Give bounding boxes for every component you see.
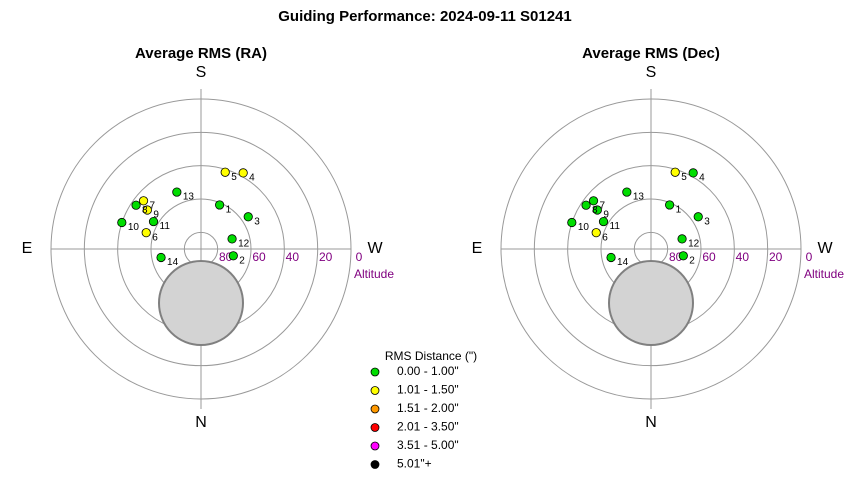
chart-title: Guiding Performance: 2024-09-11 S01241 [278, 8, 572, 25]
point-label: 3 [254, 216, 260, 227]
point-label: 9 [153, 210, 159, 221]
data-point [138, 196, 149, 206]
panel-title: Average RMS (Dec) [582, 45, 720, 62]
data-point [588, 196, 599, 206]
legend-swatch [370, 423, 380, 432]
data-point [156, 252, 166, 263]
direction-label-bottom: N [195, 414, 207, 431]
data-point [670, 167, 680, 177]
ra-polar-chart: Average RMS (RA)SNE W80 60 40 20 0Altitude131… [22, 45, 395, 431]
point-label: 11 [610, 221, 621, 232]
direction-label-right: W [817, 240, 833, 257]
altitude-tick-label: 0 [806, 250, 813, 264]
panel-title: Average RMS (RA) [135, 45, 267, 62]
point-label: 5 [231, 172, 237, 183]
data-point [677, 234, 687, 244]
point-label: 2 [689, 255, 695, 266]
data-point [228, 251, 238, 261]
point-label: 8 [142, 205, 148, 216]
data-point [665, 200, 675, 210]
legend-item-label: 0.00 - 1.00" [397, 364, 459, 378]
point-label: 1 [226, 205, 232, 216]
point-label: 7 [600, 200, 606, 211]
data-point [215, 200, 225, 210]
direction-label-right: W [367, 240, 383, 257]
dec-polar-chart: Average RMS (Dec)SNE W80 60 40 20 0Altitude13… [472, 45, 845, 431]
legend-item-label: 1.51 - 2.00" [397, 401, 459, 415]
data-point [598, 216, 609, 227]
direction-label-left: E [22, 240, 33, 257]
data-point [688, 168, 698, 178]
altitude-tick-label: 40 [736, 250, 750, 264]
altitude-tick-label: 40 [286, 250, 300, 264]
point-label: 13 [183, 192, 195, 203]
data-point [172, 187, 182, 197]
legend-swatch [370, 367, 380, 377]
point-label: 7 [150, 200, 156, 211]
data-point [131, 200, 141, 210]
data-point [243, 212, 253, 222]
direction-label-top: S [196, 64, 207, 81]
altitude-axis-label: Altitude [354, 267, 394, 281]
legend-title: RMS Distance (") [385, 349, 477, 363]
data-point [238, 168, 248, 178]
point-label: 6 [602, 232, 608, 243]
altitude-tick-label: 60 [252, 250, 266, 264]
legend-swatch [370, 404, 380, 414]
data-point [567, 217, 577, 228]
altitude-tick-label: 60 [702, 250, 716, 264]
data-point [591, 228, 601, 238]
direction-label-top: S [646, 64, 657, 81]
altitude-tick-label: 0 [356, 250, 363, 264]
point-label: 4 [249, 173, 255, 184]
data-point [142, 205, 152, 215]
point-label: 8 [592, 205, 598, 216]
altitude-tick-label: 20 [769, 250, 783, 264]
data-point [581, 200, 591, 210]
legend-swatch [370, 460, 380, 469]
legend-item-label: 3.51 - 5.00" [397, 438, 459, 452]
point-label: 10 [128, 222, 140, 233]
obstruction-disc [608, 260, 694, 346]
point-label: 4 [699, 173, 705, 184]
data-point [220, 167, 230, 177]
direction-label-bottom: N [645, 414, 657, 431]
altitude-tick-label: 20 [319, 250, 333, 264]
legend-swatch [370, 386, 380, 395]
point-label: 12 [688, 239, 700, 250]
legend: RMS Distance (")0.00 - 1.00" 1.01 - 1.50"… [370, 349, 477, 471]
data-point [622, 187, 632, 197]
point-label: 9 [603, 210, 609, 221]
point-label: 11 [160, 221, 171, 232]
legend-item-label: 1.01 - 1.50" [397, 383, 459, 397]
data-point [148, 216, 159, 227]
legend-swatch [370, 441, 380, 451]
point-label: 5 [681, 172, 687, 183]
point-label: 1 [676, 205, 682, 216]
point-label: 13 [633, 192, 645, 203]
altitude-axis-label: Altitude [804, 267, 844, 281]
point-label: 14 [617, 257, 629, 268]
point-label: 6 [152, 232, 158, 243]
data-point [227, 234, 237, 244]
point-label: 2 [239, 255, 245, 266]
obstruction-disc [158, 260, 244, 346]
data-point [592, 205, 602, 215]
data-point [678, 251, 688, 261]
point-label: 14 [167, 257, 179, 268]
data-point [141, 228, 151, 238]
legend-item-label: 5.01"+ [397, 457, 432, 471]
data-point [693, 212, 703, 222]
direction-label-left: E [472, 240, 483, 257]
point-label: 12 [238, 239, 250, 250]
point-label: 3 [704, 216, 710, 227]
point-label: 10 [578, 222, 590, 233]
legend-item-label: 2.01 - 3.50" [397, 420, 459, 434]
data-point [117, 217, 127, 228]
data-point [606, 252, 616, 263]
